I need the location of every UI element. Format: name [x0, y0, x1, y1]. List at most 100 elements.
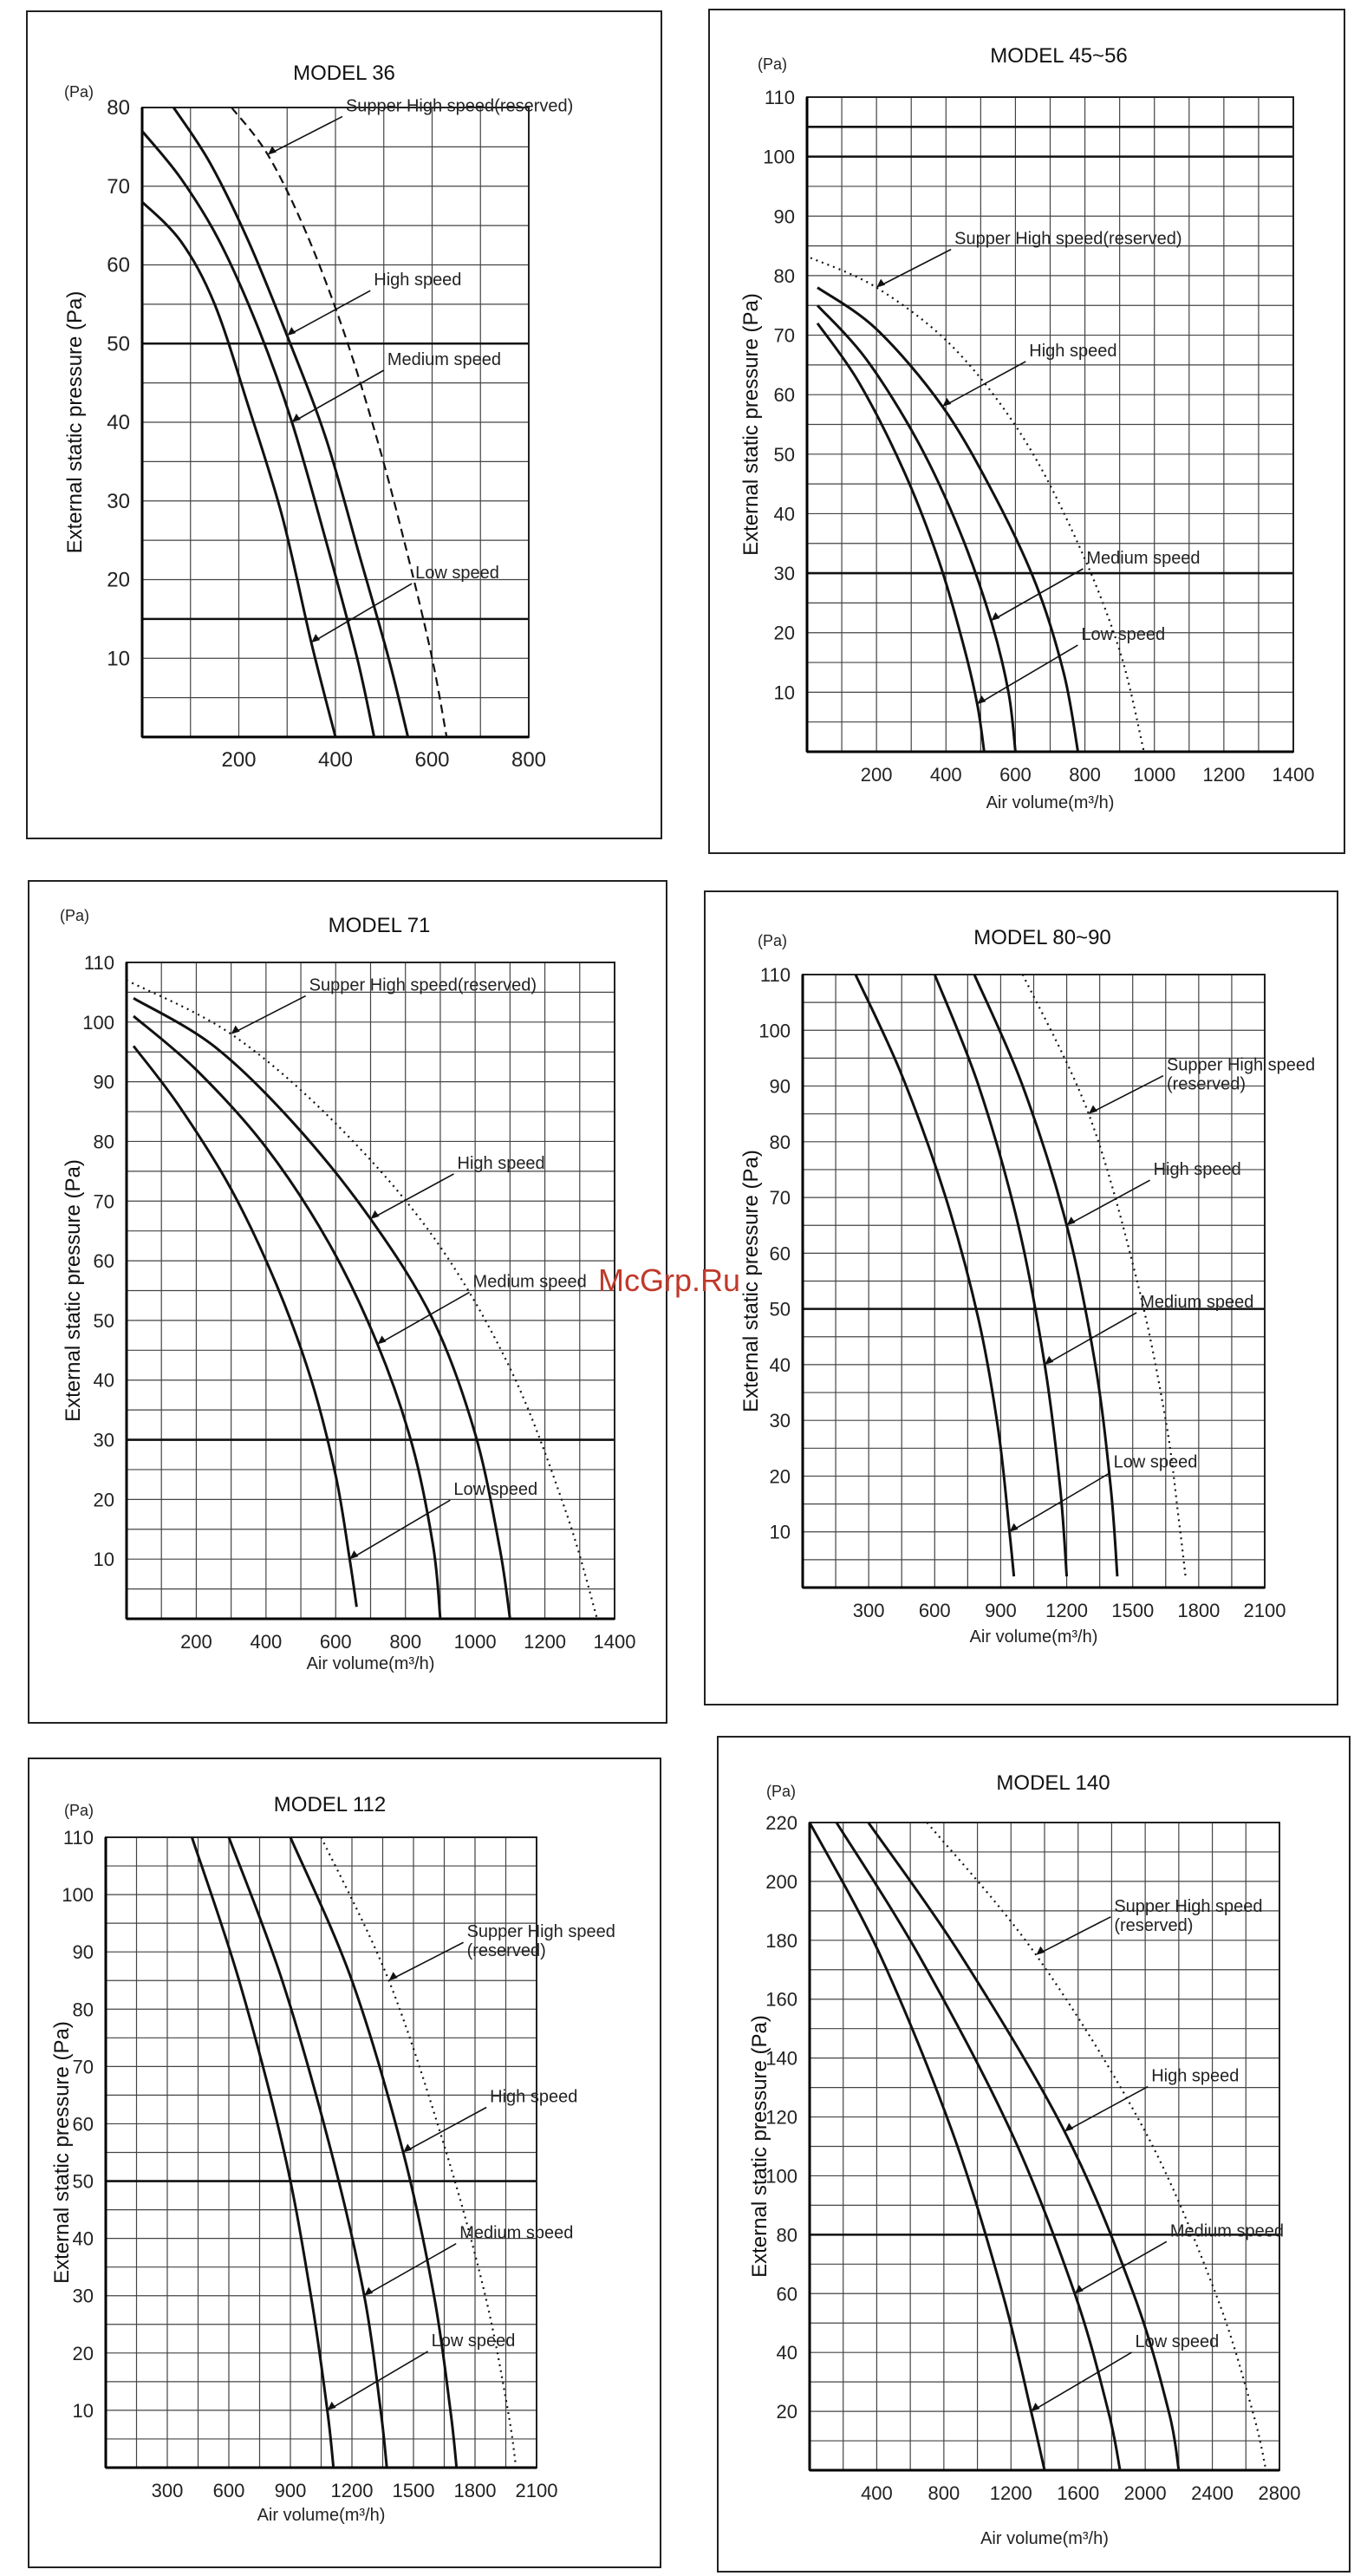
- y-tick-label: 50: [774, 444, 795, 466]
- y-tick-label: 100: [82, 1012, 114, 1034]
- x-tick-label: 1000: [1133, 764, 1175, 786]
- x-tick-label: 400: [318, 748, 353, 772]
- x-axis-label: Air volume(m³/h): [257, 2506, 386, 2525]
- x-tick-label: 400: [930, 764, 962, 786]
- x-tick-label: 800: [389, 1631, 421, 1653]
- watermark-text: McGrp.Ru: [598, 1262, 741, 1298]
- x-tick-label: 600: [320, 1631, 352, 1653]
- y-tick-label: 30: [107, 490, 130, 513]
- y-tick-label: 40: [777, 2342, 797, 2364]
- series-line-supper-high-speed-reserved: [810, 257, 1145, 752]
- series-line-medium-speed: [835, 1822, 1122, 2470]
- annotation-label: Supper High speed(reserved): [954, 230, 1181, 249]
- y-tick-label: 40: [107, 411, 130, 434]
- annotation-arrowhead: [291, 414, 301, 422]
- annotation-arrowhead: [377, 1335, 387, 1345]
- annotation-arrowhead: [388, 1972, 398, 1981]
- x-tick-label: 600: [213, 2480, 245, 2501]
- y-tick-label: 80: [94, 1131, 114, 1152]
- annotation-label: High speed: [458, 1154, 545, 1173]
- y-tick-label: 90: [770, 1076, 791, 1098]
- y-tick-label: 20: [94, 1489, 114, 1510]
- y-tick-label: 70: [94, 1190, 114, 1212]
- y-tick-label: 10: [770, 1522, 791, 1543]
- annotation-label: (reserved): [1167, 1075, 1246, 1094]
- annotation-label: High speed: [1151, 2067, 1239, 2086]
- annotation-arrowhead: [1036, 1946, 1045, 1955]
- y-tick-label: 60: [777, 2283, 797, 2305]
- annotation-arrow: [1038, 1916, 1111, 1954]
- annotation-arrowhead: [1031, 2403, 1040, 2412]
- chart-svg: 10 20 30 40 50 60 70 80 90 100 110 200 400 600 800 1000…: [60, 907, 635, 1673]
- y-tick-label: 60: [774, 384, 795, 406]
- y-axis-label: External static pressure (Pa): [748, 2015, 771, 2278]
- x-tick-label: 300: [152, 2480, 184, 2501]
- series-line-low-speed: [854, 974, 1016, 1577]
- series-line-high-speed: [172, 107, 410, 737]
- series-line-low-speed: [132, 1045, 358, 1608]
- y-tick-label: 180: [765, 1930, 797, 1952]
- y-tick-label: 80: [770, 1131, 791, 1153]
- x-tick-label: 800: [1069, 764, 1101, 786]
- y-tick-label: 60: [770, 1242, 791, 1264]
- chart-panel-model-45-56: 10 20 30 40 50 60 70 80 90 100 110 200 400 600 800 1000…: [708, 9, 1345, 854]
- annotation-arrow: [367, 2243, 457, 2295]
- series-line-high-speed: [817, 286, 1080, 752]
- series-line-low-speed: [190, 1836, 335, 2468]
- y-tick-label: 90: [73, 1941, 94, 1963]
- x-axis-label: Air volume(m³/h): [986, 793, 1115, 812]
- annotation-label: Medium speed: [1086, 549, 1200, 568]
- annotation-label: Medium speed: [459, 2224, 573, 2243]
- annotation-arrowhead: [1009, 1523, 1019, 1532]
- y-axis-label: External static pressure (Pa): [62, 1159, 85, 1422]
- annotation-label: Low speed: [1136, 2332, 1220, 2351]
- annotation-label: (reserved): [467, 1941, 546, 1960]
- y-tick-label: 10: [94, 1549, 114, 1570]
- y-tick-label: 10: [774, 681, 795, 703]
- y-tick-label: 50: [770, 1299, 791, 1321]
- x-tick-label: 400: [861, 2482, 893, 2504]
- annotation-arrowhead: [403, 2143, 413, 2153]
- series-line-supper-high-speed-reserved: [320, 1836, 518, 2468]
- chart-title: MODEL 112: [274, 1793, 386, 1816]
- x-tick-label: 2100: [516, 2480, 558, 2501]
- series-line-supper-high-speed-reserved: [1021, 974, 1187, 1577]
- annotation-label: High speed: [1029, 342, 1116, 361]
- annotation-arrowhead: [349, 1550, 359, 1560]
- y-unit-label: (Pa): [766, 1783, 796, 1800]
- annotation-arrow: [290, 290, 371, 335]
- y-tick-label: 60: [73, 2113, 94, 2135]
- chart-svg: 20 40 60 80 100 120 140 160 180 200 220 400 800 1200 1…: [748, 1771, 1301, 2548]
- x-tick-label: 2400: [1191, 2482, 1234, 2504]
- series-line-low-speed: [142, 200, 337, 737]
- annotation-arrowhead: [287, 327, 296, 336]
- x-tick-label: 900: [985, 1600, 1017, 1621]
- annotation-arrowhead: [977, 695, 986, 705]
- annotation-label: High speed: [374, 271, 461, 290]
- y-tick-label: 20: [770, 1465, 791, 1487]
- y-tick-label: 100: [758, 1020, 791, 1041]
- y-tick-label: 140: [765, 2048, 797, 2070]
- x-tick-label: 200: [221, 748, 256, 772]
- y-tick-label: 80: [774, 265, 795, 287]
- annotation-label: Supper High speed: [1167, 1056, 1315, 1075]
- annotation-arrow: [1047, 1312, 1137, 1364]
- x-tick-label: 1200: [990, 2482, 1032, 2504]
- annotation-arrow: [1067, 2085, 1149, 2131]
- chart-title: MODEL 71: [329, 914, 431, 937]
- annotation-arrow: [1070, 1179, 1150, 1224]
- annotation-label: High speed: [1154, 1160, 1241, 1179]
- annotation-arrowhead: [364, 2286, 374, 2296]
- y-tick-label: 40: [94, 1370, 114, 1392]
- x-tick-label: 800: [511, 748, 546, 772]
- x-tick-label: 2800: [1259, 2482, 1301, 2504]
- annotation-label: Medium speed: [387, 350, 501, 369]
- annotation-label: Low speed: [1114, 1453, 1198, 1472]
- x-tick-label: 600: [919, 1600, 951, 1621]
- y-tick-label: 80: [73, 1999, 94, 2020]
- y-tick-label: 110: [63, 1827, 94, 1849]
- y-axis-label: External static pressure (Pa): [739, 293, 763, 556]
- y-tick-label: 20: [777, 2401, 797, 2423]
- y-tick-label: 80: [777, 2224, 797, 2246]
- y-axis-label: External static pressure (Pa): [739, 1150, 763, 1412]
